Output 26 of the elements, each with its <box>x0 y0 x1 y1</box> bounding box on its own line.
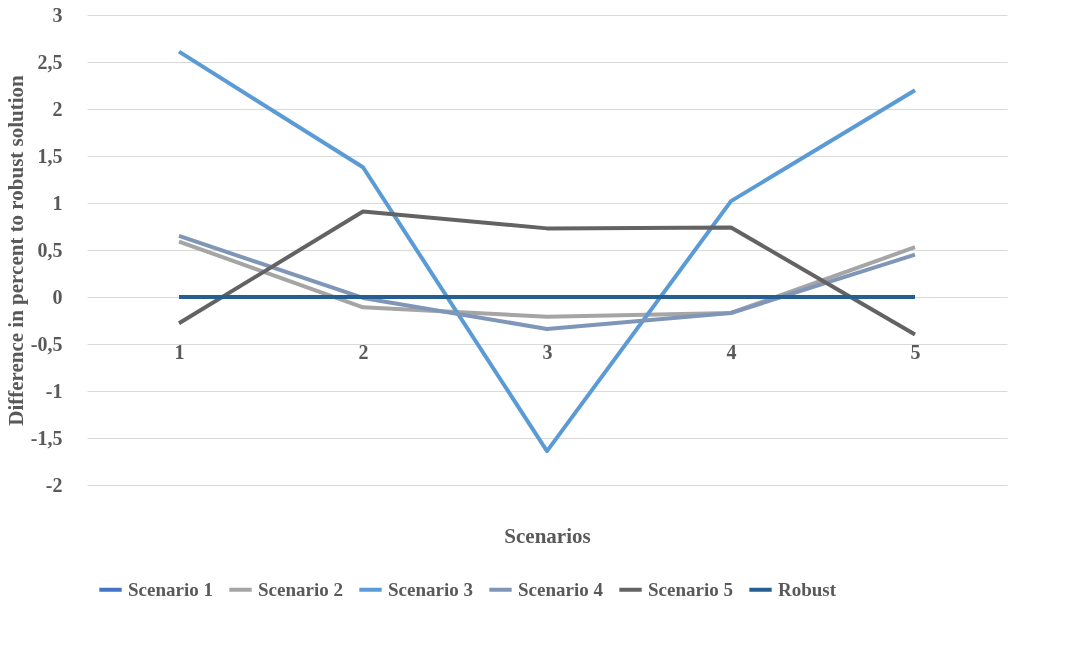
y-tick-label: 2,5 <box>37 50 63 73</box>
y-tick-label: 0,5 <box>37 238 63 261</box>
y-tick-label: 1,5 <box>37 144 63 167</box>
y-tick-label: 0 <box>52 285 63 308</box>
x-tick-label: 5 <box>910 340 921 363</box>
legend-label: Robust <box>778 578 837 600</box>
y-tick-label: -1 <box>45 379 63 402</box>
legend-label: Scenario 3 <box>388 578 473 600</box>
y-tick-label: -2 <box>45 473 63 496</box>
line-series <box>177 209 917 337</box>
legend-label: Scenario 4 <box>518 578 604 600</box>
y-tick-label: 1 <box>52 191 63 214</box>
legend-label: Scenario 5 <box>648 578 733 600</box>
x-axis-title: Scenarios <box>504 523 591 548</box>
y-tick-label: 2 <box>52 97 63 120</box>
y-tick-label: -0,5 <box>30 332 63 355</box>
y-tick-label: 3 <box>52 3 63 26</box>
x-tick-label: 4 <box>726 340 737 363</box>
y-axis-title: Difference in percent to robust solution <box>3 74 28 426</box>
x-tick-label: 1 <box>174 340 185 363</box>
x-tick-label: 2 <box>358 340 369 363</box>
line-series <box>177 233 917 331</box>
legend-label: Scenario 1 <box>128 578 213 600</box>
y-tick-label: -1,5 <box>30 426 63 449</box>
x-tick-label: 3 <box>542 340 553 363</box>
legend-label: Scenario 2 <box>258 578 343 600</box>
